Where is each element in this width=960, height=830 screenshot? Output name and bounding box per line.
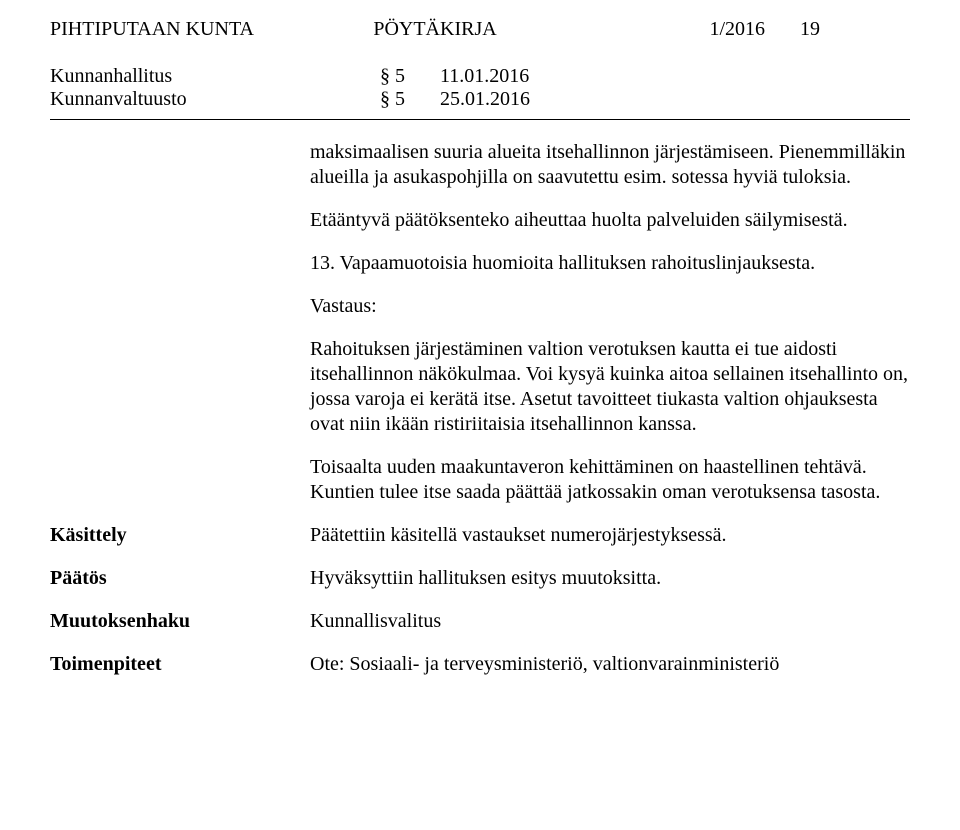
field-value: Kunnallisvalitus xyxy=(310,609,910,634)
meeting-date: 25.01.2016 xyxy=(440,88,600,111)
field-label: Päätös xyxy=(50,566,310,591)
body-paragraph: Toisaalta uuden maakuntaveron kehittämin… xyxy=(310,455,910,505)
meeting-list: Kunnanhallitus § 5 11.01.2016 Kunnanvalt… xyxy=(50,65,910,111)
meeting-date: 11.01.2016 xyxy=(440,65,600,88)
field-value: Ote: Sosiaali- ja terveysministeriö, val… xyxy=(310,652,910,677)
meeting-section: § 5 xyxy=(380,88,440,111)
header-issue-page: 1/2016 19 xyxy=(563,18,910,41)
field-row-muutoksenhaku: Muutoksenhaku Kunnallisvalitus xyxy=(50,609,910,634)
document-header: PIHTIPUTAAN KUNTA PÖYTÄKIRJA 1/2016 19 xyxy=(50,18,910,41)
body-paragraph: Vastaus: xyxy=(310,294,910,319)
meeting-section: § 5 xyxy=(380,65,440,88)
field-value: Hyväksyttiin hallituksen esitys muutoksi… xyxy=(310,566,910,591)
body-paragraph: maksimaalisen suuria alueita itsehallinn… xyxy=(310,140,910,190)
meeting-name: Kunnanhallitus xyxy=(50,65,380,88)
body-paragraph: 13. Vapaamuotoisia huomioita hallituksen… xyxy=(310,251,910,276)
field-label: Käsittely xyxy=(50,523,310,548)
field-row-paatos: Päätös Hyväksyttiin hallituksen esitys m… xyxy=(50,566,910,591)
field-row-kasittely: Käsittely Päätettiin käsitellä vastaukse… xyxy=(50,523,910,548)
document-body: maksimaalisen suuria alueita itsehallinn… xyxy=(50,140,910,677)
body-paragraph: Rahoituksen järjestäminen valtion verotu… xyxy=(310,337,910,437)
header-page-number: 19 xyxy=(770,18,820,40)
header-issue: 1/2016 xyxy=(709,18,765,40)
field-value: Päätettiin käsitellä vastaukset numerojä… xyxy=(310,523,910,548)
meeting-row: Kunnanhallitus § 5 11.01.2016 xyxy=(50,65,910,88)
body-paragraph: Etääntyvä päätöksenteko aiheuttaa huolta… xyxy=(310,208,910,233)
field-label: Toimenpiteet xyxy=(50,652,310,677)
header-doctype: PÖYTÄKIRJA xyxy=(307,18,564,41)
horizontal-rule xyxy=(50,119,910,120)
meeting-row: Kunnanvaltuusto § 5 25.01.2016 xyxy=(50,88,910,111)
field-label: Muutoksenhaku xyxy=(50,609,310,634)
header-org: PIHTIPUTAAN KUNTA xyxy=(50,18,307,41)
meeting-name: Kunnanvaltuusto xyxy=(50,88,380,111)
document-page: PIHTIPUTAAN KUNTA PÖYTÄKIRJA 1/2016 19 K… xyxy=(0,0,960,715)
field-row-toimenpiteet: Toimenpiteet Ote: Sosiaali- ja terveysmi… xyxy=(50,652,910,677)
